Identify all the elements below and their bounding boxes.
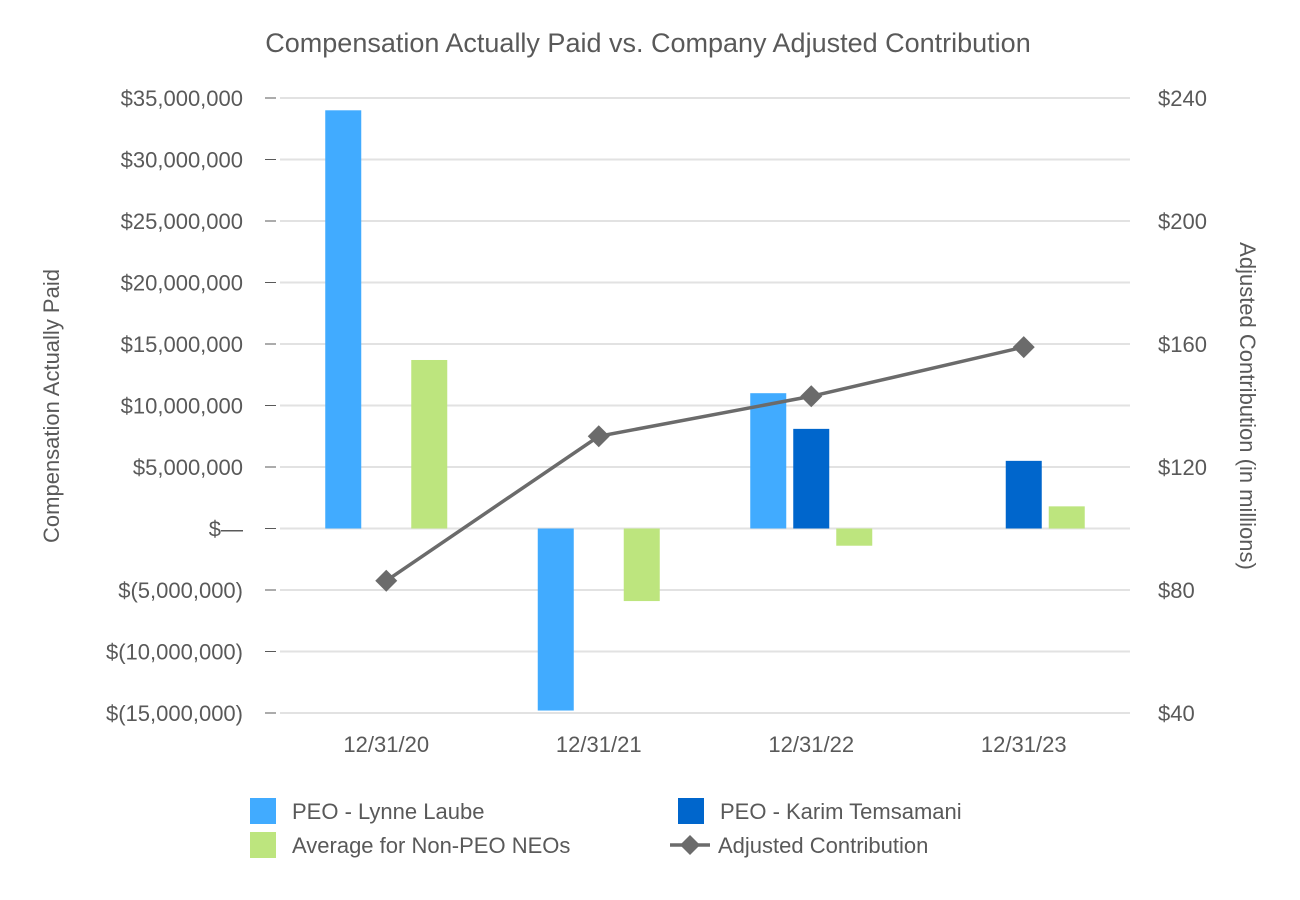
y2-tick-label: $200 bbox=[1158, 209, 1207, 234]
y-tick-label: $10,000,000 bbox=[121, 394, 243, 419]
bar bbox=[793, 428, 830, 529]
x-tick-label: 12/31/22 bbox=[768, 732, 854, 757]
bar bbox=[537, 528, 574, 711]
adjusted-contribution-marker bbox=[375, 569, 398, 592]
y2-axis-label: Adjusted Contribution (in millions) bbox=[1235, 242, 1260, 570]
bar bbox=[325, 110, 362, 529]
y2-tick-label: $40 bbox=[1158, 701, 1195, 726]
chart-title: Compensation Actually Paid vs. Company A… bbox=[265, 28, 1030, 58]
y2-tick-label: $120 bbox=[1158, 455, 1207, 480]
y-tick-label: $(15,000,000) bbox=[106, 701, 243, 726]
y2-tick-label: $240 bbox=[1158, 86, 1207, 111]
y-tick-label: $(10,000,000) bbox=[106, 640, 243, 665]
legend: PEO - Lynne Laube PEO - Karim Temsamani Av… bbox=[250, 798, 962, 858]
grid-layer bbox=[280, 97, 1130, 714]
y2-tick-label: $160 bbox=[1158, 332, 1207, 357]
y-tick-label: $30,000,000 bbox=[121, 148, 243, 173]
x-tick-label: 12/31/20 bbox=[343, 732, 429, 757]
bar bbox=[1005, 460, 1042, 529]
y-tick-label: $25,000,000 bbox=[121, 209, 243, 234]
y2-tick-label: $80 bbox=[1158, 578, 1195, 603]
legend-swatch bbox=[250, 832, 276, 858]
y-tick-label: $5,000,000 bbox=[133, 455, 243, 480]
bar bbox=[623, 528, 660, 602]
legend-swatch bbox=[250, 798, 276, 824]
adjusted-contribution-marker bbox=[1012, 336, 1035, 359]
bar bbox=[1048, 506, 1085, 529]
adjusted-contribution-marker bbox=[587, 425, 610, 448]
adjusted-contribution-marker bbox=[800, 385, 823, 408]
adjusted-contribution-line bbox=[385, 345, 1025, 583]
y-tick-label: $(5,000,000) bbox=[118, 578, 243, 603]
line-layer bbox=[375, 336, 1035, 592]
y-tick-label: $— bbox=[209, 517, 243, 542]
y-tick-label: $20,000,000 bbox=[121, 271, 243, 296]
bar-layer bbox=[325, 110, 1085, 711]
y-axis-label: Compensation Actually Paid bbox=[39, 269, 64, 543]
x-tick-label: 12/31/21 bbox=[556, 732, 642, 757]
legend-swatch bbox=[678, 798, 704, 824]
tick-layer: $35,000,000 $30,000,000 $25,000,000 $20,000… bbox=[106, 86, 1207, 757]
x-tick-label: 12/31/23 bbox=[981, 732, 1067, 757]
legend-label: Adjusted Contribution bbox=[718, 833, 928, 858]
legend-marker bbox=[680, 835, 700, 855]
bar bbox=[411, 359, 448, 529]
bar bbox=[836, 528, 873, 546]
legend-label: Average for Non-PEO NEOs bbox=[292, 833, 570, 858]
bar bbox=[750, 393, 787, 529]
y-tick-label: $15,000,000 bbox=[121, 332, 243, 357]
legend-label: PEO - Karim Temsamani bbox=[720, 799, 962, 824]
y-tick-label: $35,000,000 bbox=[121, 86, 243, 111]
legend-label: PEO - Lynne Laube bbox=[292, 799, 484, 824]
